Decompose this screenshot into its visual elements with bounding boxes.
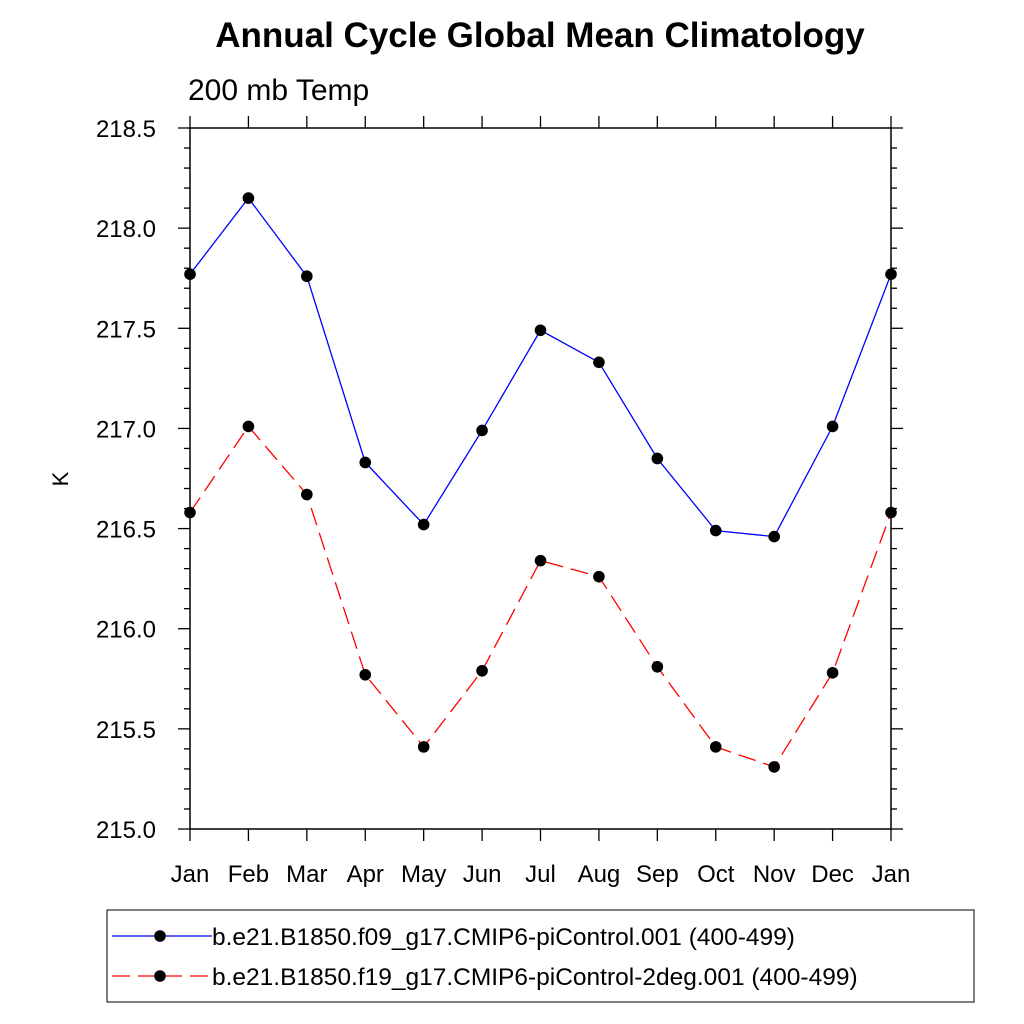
data-point <box>885 506 897 519</box>
series-line <box>189 425 892 768</box>
x-tick-label: Nov <box>753 861 796 888</box>
data-point <box>242 192 255 204</box>
series-layer <box>184 192 897 773</box>
data-point <box>417 741 430 753</box>
x-tick-label: Feb <box>228 861 269 888</box>
series-line <box>189 197 892 538</box>
data-point <box>651 660 664 673</box>
data-point <box>593 356 605 369</box>
legend-swatch-marker <box>154 970 166 982</box>
series-2 <box>184 420 897 773</box>
chart-title: Annual Cycle Global Mean Climatology <box>215 16 865 55</box>
y-axis-label: K <box>48 471 73 486</box>
x-tick-label: Jun <box>463 861 502 888</box>
data-point <box>651 452 664 465</box>
data-point <box>184 268 196 281</box>
x-tick-label: Sep <box>636 861 679 888</box>
data-point <box>242 420 255 433</box>
data-point <box>359 668 372 681</box>
data-point <box>476 424 488 437</box>
x-tick-label: Jan <box>171 861 210 888</box>
x-tick-label: Jan <box>872 861 911 888</box>
data-point <box>885 268 897 281</box>
data-point <box>709 741 722 753</box>
data-point <box>768 761 780 773</box>
x-tick-label: Mar <box>286 861 327 888</box>
y-tick-label: 216.5 <box>96 517 156 544</box>
legend-box <box>106 909 975 1003</box>
chart-subtitle: 200 mb Temp <box>188 74 369 107</box>
y-tick-label: 218.5 <box>96 116 156 143</box>
legend: b.e21.B1850.f09_g17.CMIP6-piControl.001 … <box>106 909 975 1003</box>
x-tick-label: Aug <box>578 861 621 888</box>
data-point <box>476 664 488 677</box>
axes: 215.0 215.5 216.0 216.5 217.0 217.5 218.0 218.5… <box>96 116 910 888</box>
y-tick-label: 215.0 <box>96 817 156 844</box>
y-tick-label: 216.0 <box>96 617 156 644</box>
x-tick-label: May <box>401 861 446 888</box>
x-tick-label: Apr <box>347 861 384 888</box>
data-point <box>534 324 547 337</box>
data-point <box>593 570 605 583</box>
data-point <box>534 554 547 567</box>
data-point <box>826 666 839 679</box>
x-tick-label: Oct <box>697 861 735 888</box>
legend-swatch-marker <box>154 930 166 942</box>
data-point <box>359 456 372 469</box>
data-point <box>709 524 722 537</box>
data-point <box>826 420 839 433</box>
y-tick-label: 217.0 <box>96 416 156 443</box>
x-tick-label: Dec <box>811 861 854 888</box>
x-tick-label: Jul <box>525 861 556 888</box>
plot-frame <box>189 127 892 830</box>
data-point <box>184 506 196 519</box>
legend-label: b.e21.B1850.f19_g17.CMIP6-piControl-2deg… <box>212 964 858 991</box>
data-point <box>768 530 780 543</box>
legend-label: b.e21.B1850.f09_g17.CMIP6-piControl.001 … <box>212 924 795 951</box>
series-1 <box>184 192 897 543</box>
data-point <box>301 270 313 283</box>
data-point <box>417 518 430 531</box>
data-point <box>301 488 313 501</box>
y-tick-label: 217.5 <box>96 316 156 343</box>
y-tick-label: 218.0 <box>96 216 156 243</box>
y-tick-label: 215.5 <box>96 717 156 744</box>
